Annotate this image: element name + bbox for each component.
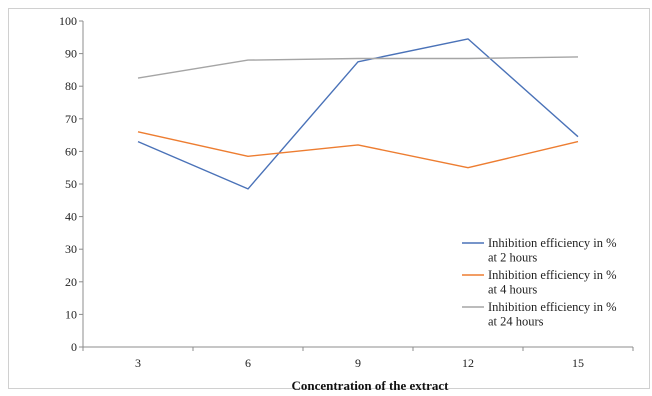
y-tick-label: 50 xyxy=(65,177,77,191)
axes: 0 10 20 30 40 50 60 70 80 90 100 3 6 9 12 15 xyxy=(59,14,634,370)
y-tick-label: 80 xyxy=(65,79,77,93)
y-tick-label: 90 xyxy=(65,47,77,61)
x-tick-label: 12 xyxy=(462,356,474,370)
x-tick-label: 15 xyxy=(572,356,584,370)
y-tick-label: 100 xyxy=(59,14,77,28)
y-tick-label: 60 xyxy=(65,144,77,158)
x-axis-title: Concentration of the extract xyxy=(291,378,449,393)
legend-item-2: Inhibition efficiency in %at 4 hours xyxy=(462,268,617,297)
chart-frame xyxy=(8,8,650,389)
x-tick-label: 6 xyxy=(245,356,251,370)
series-line-3 xyxy=(137,56,579,79)
legend-label: Inhibition efficiency in % xyxy=(488,236,617,250)
legend-label: at 4 hours xyxy=(488,283,537,297)
legend-label: Inhibition efficiency in % xyxy=(488,268,617,282)
legend-label: at 24 hours xyxy=(488,315,544,329)
series-line-1 xyxy=(137,38,579,190)
series-lines xyxy=(137,38,579,190)
y-tick-label: 70 xyxy=(65,112,77,126)
y-tick-label: 0 xyxy=(71,340,77,354)
y-tick-label: 40 xyxy=(65,210,77,224)
series-line-2 xyxy=(137,131,579,169)
x-tick-label: 9 xyxy=(355,356,361,370)
y-tick-label: 20 xyxy=(65,275,77,289)
y-tick-label: 10 xyxy=(65,307,77,321)
x-tick-label: 3 xyxy=(135,356,141,370)
legend: Inhibition efficiency in %at 2 hoursInhi… xyxy=(462,236,617,329)
legend-item-1: Inhibition efficiency in %at 2 hours xyxy=(462,236,617,265)
y-tick-label: 30 xyxy=(65,242,77,256)
legend-item-3: Inhibition efficiency in %at 24 hours xyxy=(462,300,617,329)
legend-label: Inhibition efficiency in % xyxy=(488,300,617,314)
legend-label: at 2 hours xyxy=(488,251,537,265)
